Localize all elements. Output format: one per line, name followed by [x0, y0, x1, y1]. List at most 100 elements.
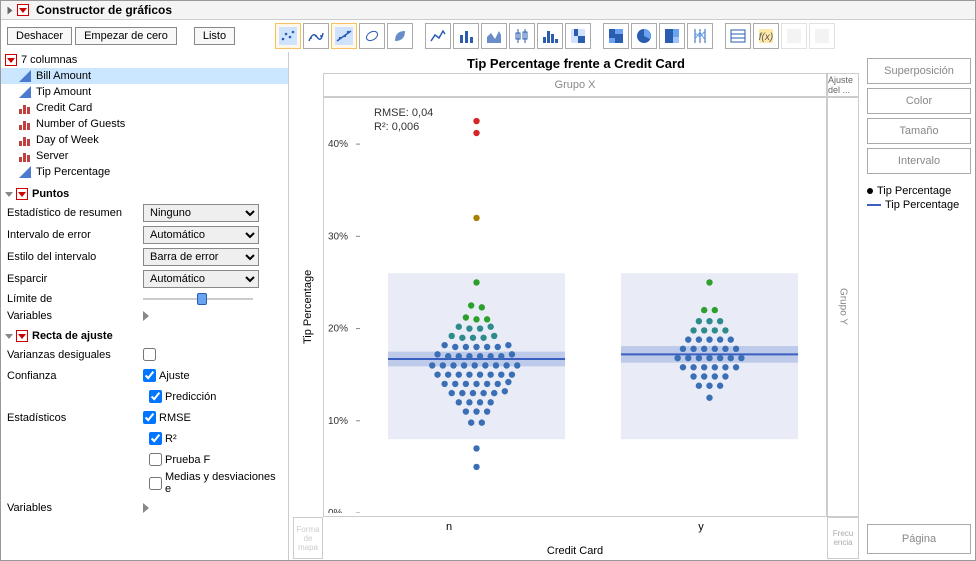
intervalo-dropzone[interactable]: Intervalo	[867, 148, 971, 174]
puntos-menu-icon[interactable]	[16, 188, 28, 200]
collapse-icon[interactable]	[5, 192, 13, 197]
confianza-label: Confianza	[7, 370, 139, 382]
columns-header[interactable]: 7 columnas	[1, 52, 288, 68]
varianzas-checkbox[interactable]	[143, 348, 156, 361]
prediccion-label: Predicción	[165, 391, 216, 403]
area-icon[interactable]	[481, 23, 507, 49]
collapse-icon[interactable]	[5, 334, 13, 339]
superposicion-dropzone[interactable]: Superposición	[867, 58, 971, 84]
column-label: Tip Percentage	[36, 166, 110, 178]
column-item[interactable]: Tip Amount	[1, 84, 288, 100]
heatmap-icon[interactable]	[565, 23, 591, 49]
toolbar: Deshacer Empezar de cero Listo f(x)	[1, 20, 975, 52]
column-label: Number of Guests	[36, 118, 125, 130]
recta-header[interactable]: Recta de ajuste	[1, 328, 288, 344]
column-item[interactable]: Bill Amount	[1, 68, 288, 84]
puntos-title: Puntos	[32, 188, 69, 200]
treemap-icon[interactable]	[659, 23, 685, 49]
contour-icon[interactable]	[387, 23, 413, 49]
recta-title: Recta de ajuste	[32, 330, 113, 342]
column-item[interactable]: Server	[1, 148, 288, 164]
r2-checkbox[interactable]	[149, 432, 162, 445]
expand-icon[interactable]	[143, 311, 149, 321]
x-categories: ny	[323, 517, 827, 545]
legend-label: Tip Percentage	[877, 185, 951, 197]
svg-text:40%: 40%	[328, 139, 348, 150]
fitline-icon[interactable]	[331, 23, 357, 49]
pruebaf-checkbox[interactable]	[149, 453, 162, 466]
ellipse-icon[interactable]	[359, 23, 385, 49]
forma-dropzone[interactable]: Forma de mapa	[293, 517, 323, 559]
collapse-icon[interactable]	[8, 6, 13, 14]
medias-checkbox[interactable]	[149, 477, 162, 490]
svg-text:RMSE: 0,04: RMSE: 0,04	[374, 107, 433, 119]
column-item[interactable]: Tip Percentage	[1, 164, 288, 180]
formula-icon[interactable]: f(x)	[753, 23, 779, 49]
x-category-label: y	[575, 517, 827, 545]
bar-icon[interactable]	[453, 23, 479, 49]
window-header: Constructor de gráficos	[1, 1, 975, 20]
limite-slider[interactable]	[143, 292, 253, 306]
start-over-button[interactable]: Empezar de cero	[75, 27, 177, 45]
color-dropzone[interactable]: Color	[867, 88, 971, 114]
ajuste-checkbox[interactable]	[143, 369, 156, 382]
y-axis-label: Tip Percentage	[293, 97, 323, 517]
boxplot-icon[interactable]	[509, 23, 535, 49]
lineplot-icon[interactable]	[425, 23, 451, 49]
column-label: Tip Amount	[36, 86, 91, 98]
pie-icon[interactable]	[631, 23, 657, 49]
mosaic-icon[interactable]	[603, 23, 629, 49]
legend: Tip PercentageTip Percentage	[867, 184, 971, 212]
column-item[interactable]: Number of Guests	[1, 116, 288, 132]
columns-menu-icon[interactable]	[5, 54, 17, 66]
histogram-icon[interactable]	[537, 23, 563, 49]
grupo-x-dropzone[interactable]: Grupo X	[323, 73, 827, 97]
smooth-icon[interactable]	[303, 23, 329, 49]
summary-stat-select[interactable]: Ninguno	[143, 204, 259, 222]
prediccion-checkbox[interactable]	[149, 390, 162, 403]
legend-item: Tip Percentage	[867, 198, 971, 212]
svg-text:30%: 30%	[328, 231, 348, 242]
column-item[interactable]: Day of Week	[1, 132, 288, 148]
puntos-variables-label: Variables	[7, 310, 139, 322]
scatter-icon[interactable]	[275, 23, 301, 49]
grupo-y-dropzone[interactable]: Grupo Y	[827, 97, 859, 517]
undo-button[interactable]: Deshacer	[7, 27, 72, 45]
x-category-label: n	[323, 517, 575, 545]
done-button[interactable]: Listo	[194, 27, 235, 45]
menu-icon[interactable]	[17, 4, 29, 16]
frecuencia-dropzone[interactable]: Frecu encia	[827, 517, 859, 559]
continuous-icon	[19, 70, 31, 82]
ajuste-dropzone[interactable]: Ajuste del ...	[827, 73, 859, 97]
plot-area[interactable]: 0%10%20%30%40%RMSE: 0,04R²: 0,006	[323, 97, 827, 517]
svg-text:10%: 10%	[328, 416, 348, 427]
recta-menu-icon[interactable]	[16, 330, 28, 342]
nominal-icon	[19, 150, 31, 162]
varianzas-label: Varianzas desiguales	[7, 349, 139, 361]
ajuste-label: Ajuste	[159, 370, 190, 382]
chart-type-icons: f(x)	[275, 23, 835, 49]
medias-label: Medias y desviaciones e	[165, 471, 282, 495]
table-icon[interactable]	[725, 23, 751, 49]
nominal-icon	[19, 102, 31, 114]
left-panel: 7 columnas Bill Amount Tip Amount Credit C…	[1, 52, 289, 560]
error-interval-select[interactable]: Automático	[143, 226, 259, 244]
parallel-icon[interactable]	[687, 23, 713, 49]
continuous-icon	[19, 86, 31, 98]
esparcir-select[interactable]: Automático	[143, 270, 259, 288]
columns-count: 7 columnas	[21, 54, 77, 66]
rmse-checkbox[interactable]	[143, 411, 156, 424]
r2-label: R²	[165, 433, 177, 445]
puntos-header[interactable]: Puntos	[1, 186, 288, 202]
chart-title: Tip Percentage frente a Credit Card	[289, 52, 863, 73]
interval-style-select[interactable]: Barra de error	[143, 248, 259, 266]
dot-marker-icon	[867, 188, 873, 194]
pagina-dropzone[interactable]: Página	[867, 524, 971, 554]
expand-icon[interactable]	[143, 503, 149, 513]
error-interval-label: Intervalo de error	[7, 229, 139, 241]
column-item[interactable]: Credit Card	[1, 100, 288, 116]
tamano-dropzone[interactable]: Tamaño	[867, 118, 971, 144]
nominal-icon	[19, 118, 31, 130]
disabled-icon-1	[781, 23, 807, 49]
column-label: Day of Week	[36, 134, 99, 146]
